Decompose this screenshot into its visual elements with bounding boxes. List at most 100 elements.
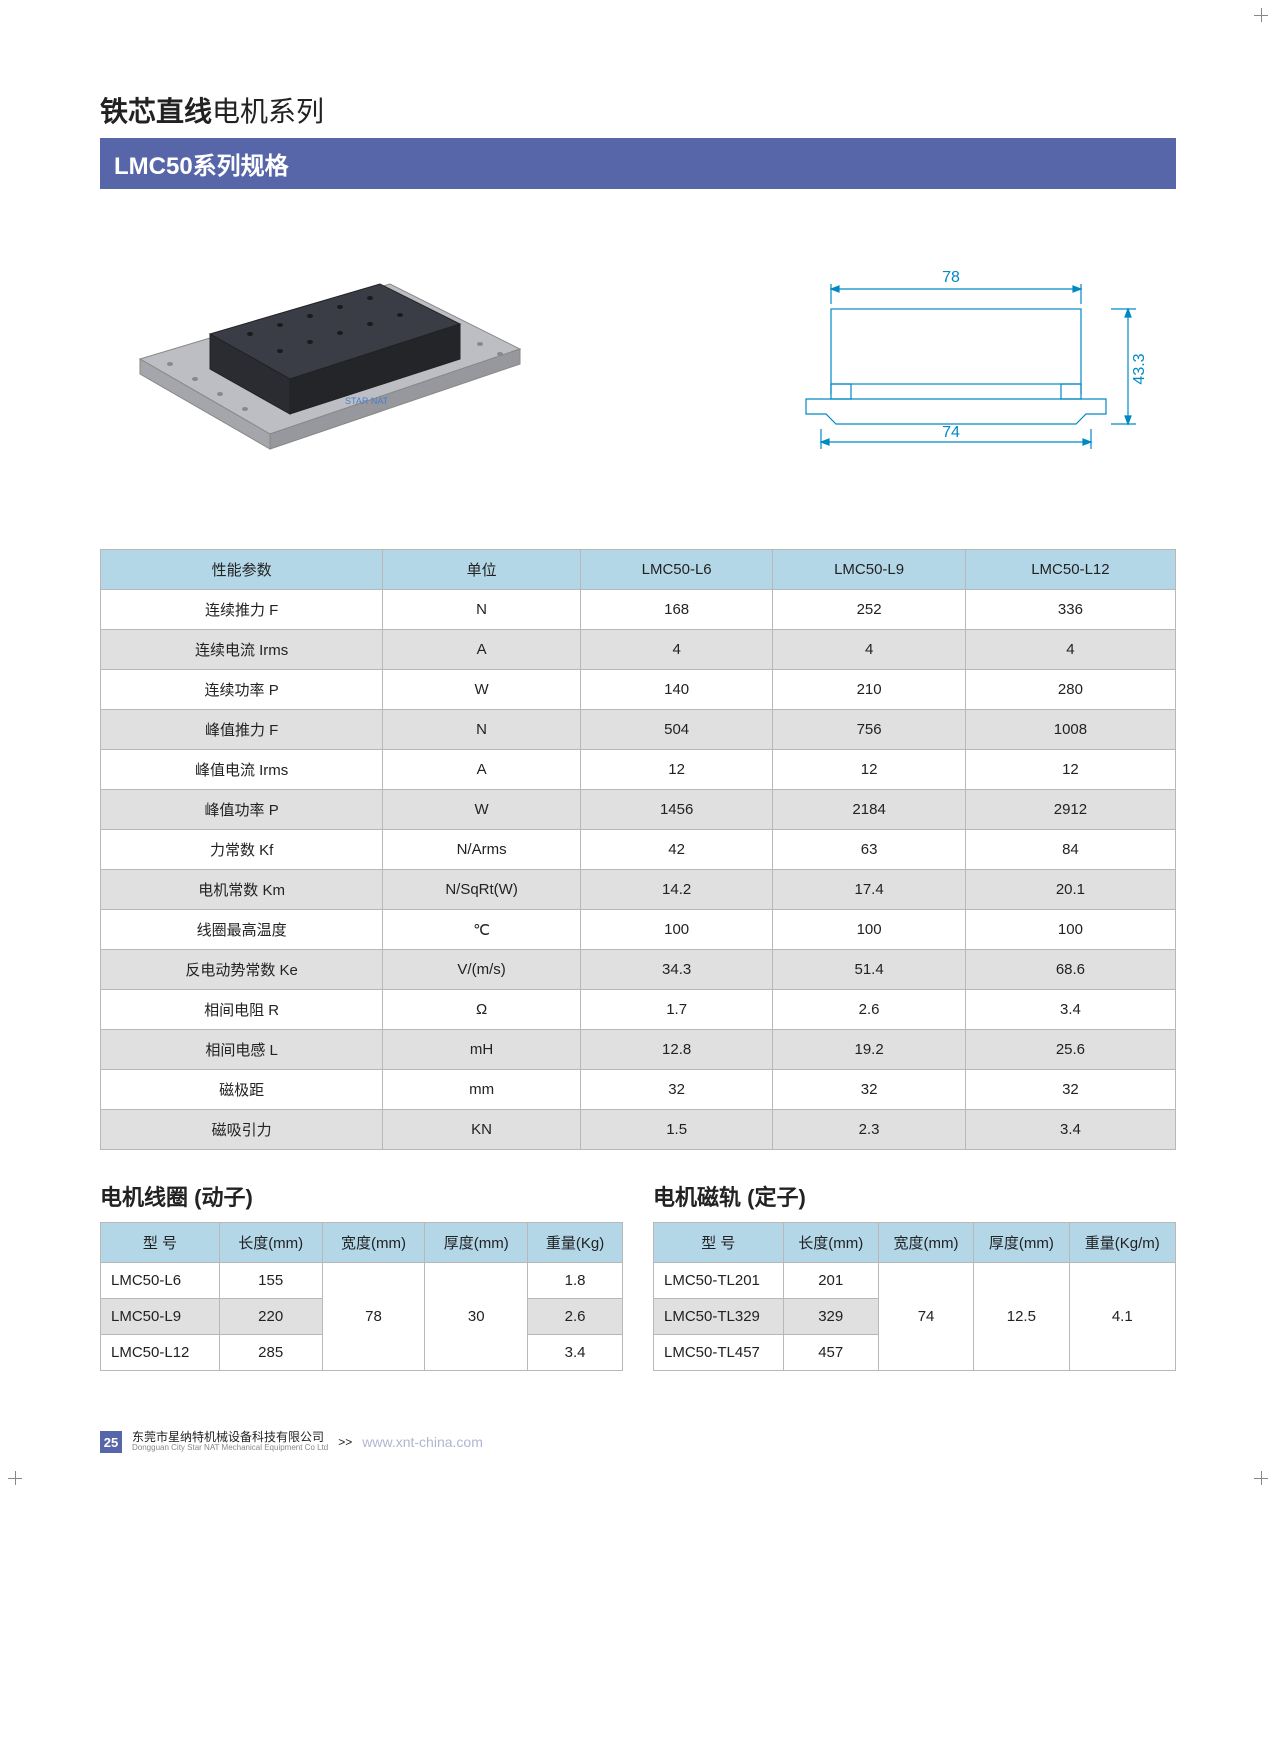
table-cell: 220 [219,1299,322,1335]
spec-header: LMC50-L12 [965,550,1175,590]
footer-url: www.xnt-china.com [362,1434,483,1450]
table-cell: 63 [773,830,965,870]
table-cell: 210 [773,670,965,710]
table-cell: N/SqRt(W) [383,870,581,910]
table-cell: 相间电阻 R [101,990,383,1030]
stator-header: 长度(mm) [783,1223,878,1263]
table-row: 峰值功率 PW145621842912 [101,790,1176,830]
table-row: 连续推力 FN168252336 [101,590,1176,630]
table-cell: 4 [773,630,965,670]
dimensional-drawing: 78 74 43.3 [776,254,1156,474]
coil-header: 重量(Kg) [528,1223,623,1263]
table-cell: LMC50-L12 [101,1335,220,1371]
table-cell: 252 [773,590,965,630]
table-cell: 12 [965,750,1175,790]
table-cell: 线圈最高温度 [101,910,383,950]
table-cell: 30 [425,1263,528,1371]
coil-header: 宽度(mm) [322,1223,425,1263]
table-row: 力常数 KfN/Arms426384 [101,830,1176,870]
stator-header: 型 号 [654,1223,784,1263]
table-cell: 140 [580,670,772,710]
table-cell: 峰值功率 P [101,790,383,830]
table-cell: A [383,630,581,670]
table-cell: 电机常数 Km [101,870,383,910]
table-cell: 3.4 [965,990,1175,1030]
spec-header: 性能参数 [101,550,383,590]
dim-top: 78 [942,269,960,286]
table-cell: ℃ [383,910,581,950]
table-cell: 4 [965,630,1175,670]
table-cell: 12 [773,750,965,790]
table-cell: 32 [580,1070,772,1110]
stator-table: 型 号长度(mm)宽度(mm)厚度(mm)重量(Kg/m) LMC50-TL20… [653,1222,1176,1371]
title-bold: 铁芯直线 [100,96,212,127]
table-cell: mH [383,1030,581,1070]
table-cell: 457 [783,1335,878,1371]
table-cell: 3.4 [528,1335,623,1371]
table-cell: 4 [580,630,772,670]
table-cell: 3.4 [965,1110,1175,1150]
table-cell: 74 [878,1263,973,1371]
table-cell: 100 [580,910,772,950]
table-cell: N [383,710,581,750]
table-cell: 峰值推力 F [101,710,383,750]
table-row: 峰值电流 IrmsA121212 [101,750,1176,790]
table-cell: 19.2 [773,1030,965,1070]
table-row: LMC50-TL2012017412.54.1 [654,1263,1176,1299]
table-cell: 2184 [773,790,965,830]
dim-height: 43.3 [1131,353,1148,384]
table-cell: 84 [965,830,1175,870]
table-row: 连续电流 IrmsA444 [101,630,1176,670]
table-cell: LMC50-L6 [101,1263,220,1299]
table-cell: LMC50-TL201 [654,1263,784,1299]
table-cell: 12 [580,750,772,790]
table-row: 峰值推力 FN5047561008 [101,710,1176,750]
table-row: 连续功率 PW140210280 [101,670,1176,710]
figure-row: STAR NAT [100,239,1176,489]
table-cell: 连续推力 F [101,590,383,630]
table-cell: 504 [580,710,772,750]
table-cell: Ω [383,990,581,1030]
table-cell: 68.6 [965,950,1175,990]
table-row: 磁极距mm323232 [101,1070,1176,1110]
table-cell: 12.8 [580,1030,772,1070]
table-row: 相间电阻 RΩ1.72.63.4 [101,990,1176,1030]
table-cell: LMC50-TL329 [654,1299,784,1335]
table-row: 磁吸引力KN1.52.33.4 [101,1110,1176,1150]
footer: 25 东莞市星纳特机械设备科技有限公司 Dongguan City Star N… [100,1431,1176,1453]
table-cell: V/(m/s) [383,950,581,990]
coil-header: 型 号 [101,1223,220,1263]
table-cell: 连续电流 Irms [101,630,383,670]
coil-header: 长度(mm) [219,1223,322,1263]
table-row: 相间电感 LmH12.819.225.6 [101,1030,1176,1070]
dim-bottom: 74 [942,424,960,441]
table-cell: 285 [219,1335,322,1371]
table-row: 电机常数 KmN/SqRt(W)14.217.420.1 [101,870,1176,910]
page-number: 25 [100,1431,122,1453]
table-cell: 峰值电流 Irms [101,750,383,790]
table-cell: 1008 [965,710,1175,750]
table-cell: 20.1 [965,870,1175,910]
table-cell: 51.4 [773,950,965,990]
crop-mark [1251,5,1271,25]
spec-header: 单位 [383,550,581,590]
table-cell: KN [383,1110,581,1150]
coil-title: 电机线圈 (动子) [100,1180,623,1212]
table-cell: 2.3 [773,1110,965,1150]
table-cell: 磁吸引力 [101,1110,383,1150]
table-cell: 4.1 [1069,1263,1175,1371]
crop-mark [1251,1468,1271,1488]
table-cell: W [383,790,581,830]
table-cell: 相间电感 L [101,1030,383,1070]
table-cell: 2.6 [773,990,965,1030]
table-cell: 329 [783,1299,878,1335]
table-cell: 168 [580,590,772,630]
stator-header: 重量(Kg/m) [1069,1223,1175,1263]
stator-header: 厚度(mm) [974,1223,1069,1263]
table-cell: 2.6 [528,1299,623,1335]
table-cell: 100 [773,910,965,950]
coil-header: 厚度(mm) [425,1223,528,1263]
table-cell: 1.5 [580,1110,772,1150]
table-cell: 14.2 [580,870,772,910]
table-cell: 78 [322,1263,425,1371]
